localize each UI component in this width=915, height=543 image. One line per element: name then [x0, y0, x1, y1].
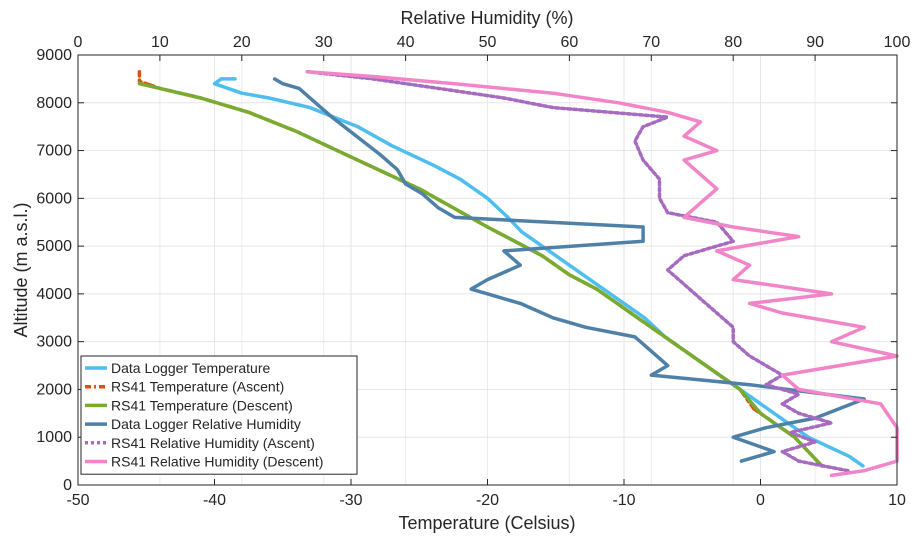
x2-tick-label: 30	[315, 34, 333, 51]
x-tick-label: -10	[612, 492, 635, 509]
legend-label-0: Data Logger Temperature	[111, 360, 270, 376]
series-line-5	[305, 69, 899, 478]
legend-box	[80, 355, 358, 475]
x-tick-label: -30	[339, 492, 362, 509]
x2-tick-label: 100	[884, 34, 911, 51]
y-axis-title: Altitude (m a.s.l.)	[11, 202, 31, 337]
legend-label-1: RS41 Temperature (Ascent)	[111, 379, 284, 395]
x2-axis-title: Relative Humidity (%)	[400, 8, 573, 28]
x2-tick-label: 90	[806, 34, 824, 51]
y-tick-label: 3000	[36, 334, 72, 351]
legend-label-4: RS41 Relative Humidity (Ascent)	[111, 435, 315, 451]
y-tick-label: 0	[63, 477, 72, 494]
y-tick-label: 1000	[36, 429, 72, 446]
x2-tick-label: 10	[151, 34, 169, 51]
legend-label-5: RS41 Relative Humidity (Descent)	[111, 454, 323, 470]
x-tick-label: -20	[476, 492, 499, 509]
series-line-4	[305, 69, 850, 473]
legend-label-2: RS41 Temperature (Descent)	[111, 397, 293, 413]
x2-tick-label: 80	[724, 34, 742, 51]
x2-tick-label: 60	[561, 34, 579, 51]
x-axis-title: Temperature (Celsius)	[398, 513, 575, 533]
y-tick-label: 6000	[36, 190, 72, 207]
x-tick-label: 0	[756, 492, 765, 509]
series-line-2	[137, 81, 824, 468]
legend-label-3: Data Logger Relative Humidity	[111, 416, 301, 432]
x-tick-label: 10	[888, 492, 906, 509]
series-line-0	[212, 77, 865, 468]
x-tick-label: -50	[66, 492, 89, 509]
x2-tick-label: 70	[642, 34, 660, 51]
x2-tick-label: 0	[74, 34, 83, 51]
x2-tick-label: 50	[479, 34, 497, 51]
y-tick-label: 5000	[36, 238, 72, 255]
axis-ticks: -50 -40 -30 -20 -10 0 100 10 20 30 40 50 60 70 80 90 100…	[36, 34, 910, 509]
legend: Data Logger Temperature RS41 Temperature …	[80, 355, 358, 475]
y-tick-label: 2000	[36, 381, 72, 398]
x2-tick-label: 20	[233, 34, 251, 51]
x2-tick-label: 40	[397, 34, 415, 51]
series-layer	[137, 69, 899, 478]
y-tick-label: 7000	[36, 143, 72, 160]
y-tick-label: 9000	[36, 47, 72, 64]
x-tick-label: -40	[203, 492, 226, 509]
y-tick-label: 8000	[36, 95, 72, 112]
y-tick-label: 4000	[36, 286, 72, 303]
